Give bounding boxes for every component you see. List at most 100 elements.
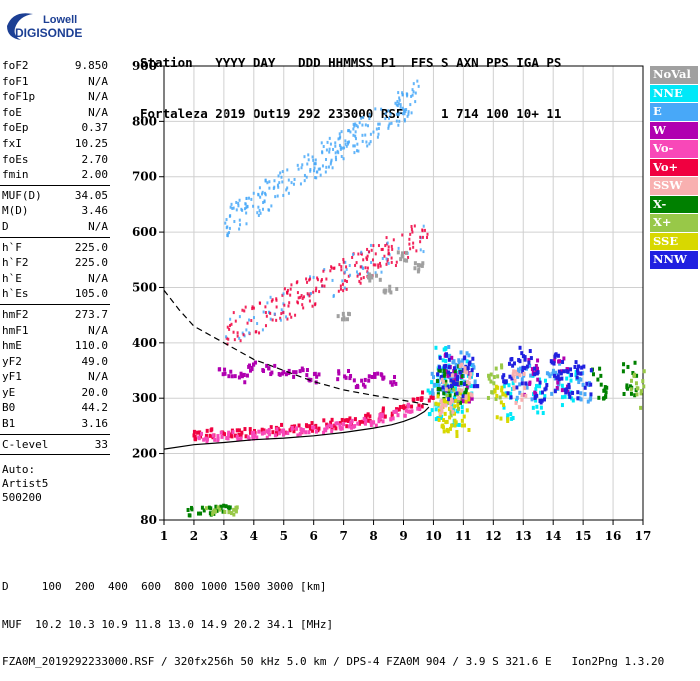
data-point (588, 397, 592, 402)
data-point (599, 382, 603, 387)
data-point (404, 408, 408, 413)
data-point (452, 369, 456, 374)
echo-dot (397, 113, 400, 117)
data-point (237, 437, 241, 442)
data-point (294, 426, 298, 431)
data-point (188, 513, 192, 518)
echo-dot (230, 322, 233, 326)
echo-dot (401, 106, 404, 110)
data-point (367, 378, 371, 383)
data-point (567, 385, 571, 390)
data-point (222, 503, 226, 508)
data-point (189, 505, 193, 510)
data-point (438, 368, 442, 373)
data-point (510, 356, 514, 361)
echo-dot (294, 313, 297, 317)
echo-dot (287, 191, 290, 195)
echo-dot (358, 272, 361, 276)
data-point (356, 384, 360, 389)
echo-dot (380, 270, 383, 274)
echo-dot (256, 322, 259, 326)
echo-dot (369, 140, 372, 144)
data-point (534, 363, 538, 368)
data-point (363, 421, 367, 426)
echo-dot (426, 232, 429, 236)
data-point (493, 389, 497, 394)
echo-dot (229, 214, 232, 218)
data-point (634, 381, 638, 386)
data-point (330, 429, 334, 434)
data-point (489, 372, 493, 377)
echo-dot (423, 228, 426, 232)
data-point (437, 383, 441, 388)
data-point (467, 353, 471, 358)
data-point (280, 429, 284, 434)
echo-dot (374, 271, 377, 275)
data-point (463, 391, 467, 396)
data-point (233, 374, 237, 379)
echo-dot (387, 126, 390, 130)
data-point (288, 428, 292, 433)
echo-dot (293, 177, 296, 181)
echo-dot (354, 263, 357, 267)
echo-dot (281, 293, 284, 297)
data-point (465, 351, 469, 356)
data-point (641, 379, 645, 384)
data-point (345, 317, 349, 322)
y-tick-label: 200 (132, 447, 157, 461)
echo-dot (408, 237, 411, 241)
echo-dot (376, 135, 379, 139)
data-point (403, 413, 407, 418)
data-point (443, 411, 447, 416)
echo-dot (395, 260, 398, 264)
data-point (347, 312, 351, 317)
x-tick-label: 13 (515, 529, 532, 543)
data-point (325, 425, 329, 430)
data-point (381, 376, 385, 381)
data-point (209, 428, 213, 433)
echo-dot (401, 233, 404, 237)
data-point (445, 369, 449, 374)
echo-dot (328, 136, 331, 140)
data-point (569, 378, 573, 383)
data-point (436, 392, 440, 397)
data-point (438, 365, 442, 370)
data-point (330, 426, 334, 431)
data-point (525, 385, 529, 390)
echo-dot (339, 145, 342, 149)
data-point (562, 356, 566, 361)
data-point (342, 317, 346, 322)
echo-dot (273, 312, 276, 316)
data-point (487, 376, 491, 381)
data-point (494, 366, 498, 371)
data-point (350, 418, 354, 423)
echo-dot (416, 79, 419, 83)
echo-dot (299, 295, 302, 299)
x-tick-label: 17 (635, 529, 652, 543)
data-point (253, 433, 257, 438)
data-point (438, 411, 442, 416)
param-value: 225.0 (74, 240, 108, 254)
data-point (287, 371, 291, 376)
data-point (470, 368, 474, 373)
data-point (416, 263, 420, 268)
echo-dot (369, 243, 372, 247)
echo-dot (334, 141, 337, 145)
param-value: 2.00 (81, 168, 109, 182)
echo-dot (357, 272, 360, 276)
echo-dot (281, 180, 284, 184)
echo-dot (378, 261, 381, 265)
echo-dot (316, 276, 319, 280)
data-point (597, 395, 601, 400)
data-point (529, 373, 533, 378)
data-point (398, 404, 402, 409)
data-point (447, 387, 451, 392)
data-point (457, 387, 461, 392)
legend-item: W (650, 121, 698, 140)
data-point (518, 345, 522, 350)
param-row: B1 3.16 (0, 416, 112, 432)
data-point (388, 284, 392, 289)
echo-dot (315, 176, 318, 180)
data-point (378, 277, 382, 282)
echo-dot (288, 312, 291, 316)
